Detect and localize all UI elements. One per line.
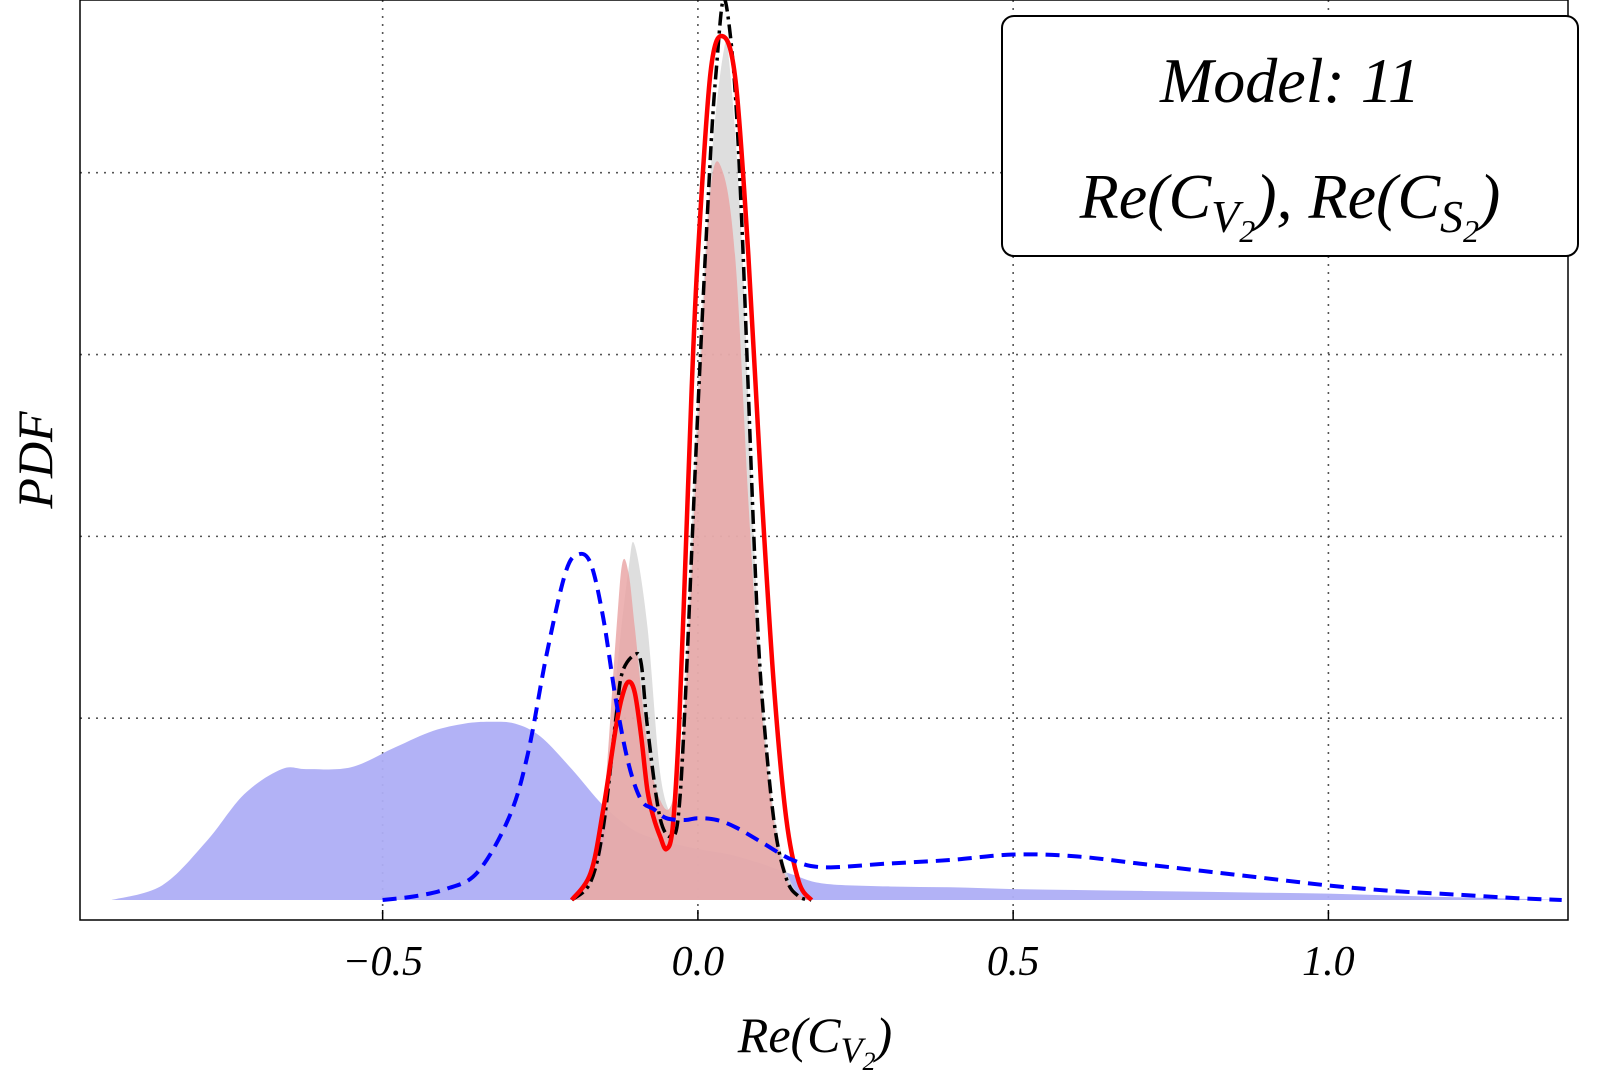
series-red-filled-pdf xyxy=(571,161,812,900)
y-axis-label: PDF xyxy=(7,411,63,510)
series-red-solid-pdf xyxy=(569,33,814,902)
legend-subsub2: 2 xyxy=(1463,213,1479,249)
x-axis-label: Re(CV2) xyxy=(737,1007,892,1076)
series-blue-dashed-pdf xyxy=(382,551,1562,902)
x-axis-label-subsub: 2 xyxy=(863,1047,876,1076)
legend-frame xyxy=(1001,15,1579,257)
legend-parameters-label: Re(CV2), Re(CS2) xyxy=(1079,161,1501,249)
x-axis-label-sub: V xyxy=(841,1030,867,1070)
x-tick-label-0: −0.5 xyxy=(342,939,423,985)
x-axis-label-close: ) xyxy=(873,1007,893,1063)
legend-model-label: Model: 11 xyxy=(1159,45,1420,116)
legend-sub2: S xyxy=(1440,191,1463,242)
series-blue-filled-pdf xyxy=(111,721,1562,900)
legend-part1: Re(C xyxy=(1079,161,1213,232)
plot-frame xyxy=(79,0,1569,921)
legend-box: Model: 11 Re(CV2), Re(CS2) xyxy=(1001,15,1579,257)
x-tick-label-1: 0.0 xyxy=(672,939,725,985)
legend-subsub1: 2 xyxy=(1239,213,1255,249)
legend-mid: ), Re(C xyxy=(1251,161,1441,232)
series-layer xyxy=(111,0,1562,902)
x-ticks: −0.5 0.0 0.5 1.0 xyxy=(342,910,1355,985)
legend-end: ) xyxy=(1475,161,1500,232)
x-tick-label-3: 1.0 xyxy=(1302,939,1355,985)
x-axis-label-base: Re(C xyxy=(737,1007,841,1063)
legend-sub1: V xyxy=(1211,191,1244,242)
x-tick-label-2: 0.5 xyxy=(987,939,1040,985)
series-black-dot-dashed-pdf xyxy=(570,0,812,902)
